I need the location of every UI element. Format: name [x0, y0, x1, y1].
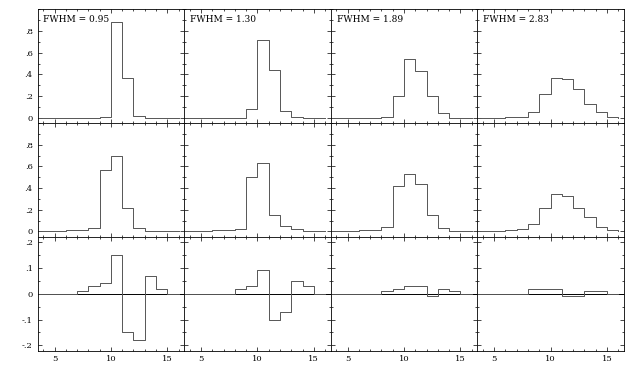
Text: FWHM = 1.30: FWHM = 1.30 — [190, 15, 256, 24]
Text: FWHM = 1.89: FWHM = 1.89 — [337, 15, 403, 24]
Text: FWHM = 0.95: FWHM = 0.95 — [43, 15, 110, 24]
Text: FWHM = 2.83: FWHM = 2.83 — [483, 15, 549, 24]
